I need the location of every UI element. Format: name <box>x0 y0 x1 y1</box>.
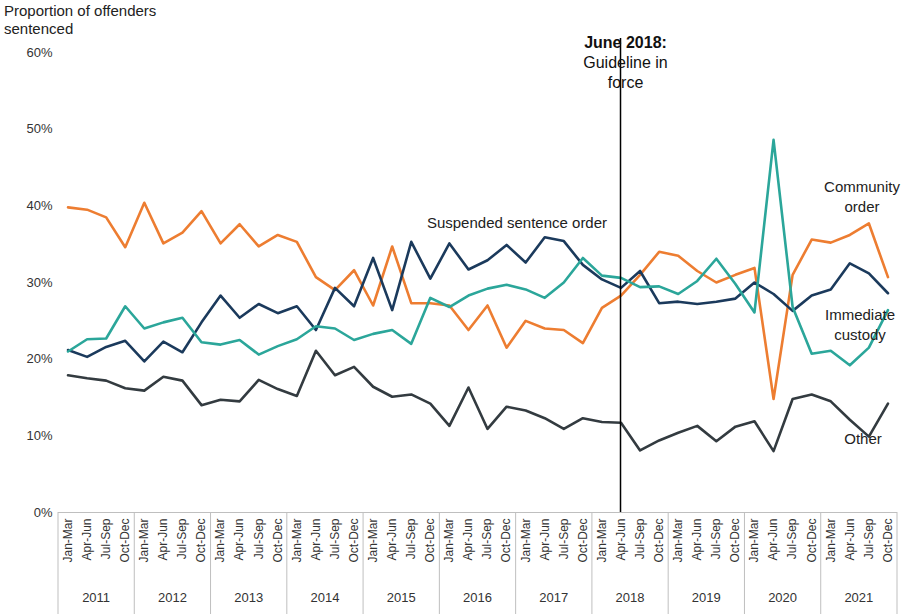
svg-text:Jul-Sep: Jul-Sep <box>862 518 876 559</box>
svg-text:30%: 30% <box>26 275 52 290</box>
svg-text:Apr-Jun: Apr-Jun <box>538 519 552 561</box>
svg-text:0%: 0% <box>34 505 53 520</box>
svg-text:Other: Other <box>844 430 882 447</box>
svg-text:Jul-Sep: Jul-Sep <box>252 518 266 559</box>
svg-text:Apr-Jun: Apr-Jun <box>461 519 475 561</box>
svg-text:Jan-Mar: Jan-Mar <box>290 519 304 563</box>
svg-text:Apr-Jun: Apr-Jun <box>156 519 170 561</box>
svg-text:2011: 2011 <box>82 590 110 605</box>
svg-text:Oct-Dec: Oct-Dec <box>805 519 819 563</box>
svg-text:Jan-Mar: Jan-Mar <box>366 519 380 563</box>
svg-text:Jan-Mar: Jan-Mar <box>442 519 456 563</box>
svg-text:June 2018:Guideline inforce: June 2018:Guideline inforce <box>583 34 668 91</box>
svg-text:Apr-Jun: Apr-Jun <box>690 519 704 561</box>
svg-text:Jul-Sep: Jul-Sep <box>480 518 494 559</box>
svg-text:2016: 2016 <box>463 590 492 605</box>
svg-text:Jan-Mar: Jan-Mar <box>595 519 609 563</box>
svg-text:Oct-Dec: Oct-Dec <box>194 519 208 563</box>
svg-text:Immediatecustody: Immediatecustody <box>825 306 895 343</box>
svg-text:Suspended sentence order: Suspended sentence order <box>427 214 607 231</box>
svg-text:60%: 60% <box>26 45 52 60</box>
svg-text:Oct-Dec: Oct-Dec <box>423 519 437 563</box>
svg-text:Apr-Jun: Apr-Jun <box>80 519 94 561</box>
svg-text:Oct-Dec: Oct-Dec <box>271 519 285 563</box>
svg-text:Jan-Mar: Jan-Mar <box>671 519 685 563</box>
svg-text:Oct-Dec: Oct-Dec <box>499 519 513 563</box>
svg-text:10%: 10% <box>26 428 52 443</box>
svg-text:20%: 20% <box>26 351 52 366</box>
svg-text:2018: 2018 <box>616 590 645 605</box>
svg-text:Jan-Mar: Jan-Mar <box>747 519 761 563</box>
svg-text:2012: 2012 <box>158 590 187 605</box>
svg-text:Jul-Sep: Jul-Sep <box>175 518 189 559</box>
html-text:Proportion of offenders senten: Proportion of offenders sentenced <box>4 2 157 37</box>
svg-text:Jul-Sep: Jul-Sep <box>404 518 418 559</box>
svg-text:Jul-Sep: Jul-Sep <box>557 518 571 559</box>
svg-text:Jan-Mar: Jan-Mar <box>61 519 75 563</box>
svg-text:2021: 2021 <box>844 590 873 605</box>
svg-text:Jul-Sep: Jul-Sep <box>99 518 113 559</box>
svg-text:Oct-Dec: Oct-Dec <box>881 519 895 563</box>
svg-text:Apr-Jun: Apr-Jun <box>309 519 323 561</box>
svg-text:Oct-Dec: Oct-Dec <box>652 519 666 563</box>
svg-text:2017: 2017 <box>539 590 568 605</box>
svg-text:2013: 2013 <box>234 590 263 605</box>
svg-text:Jul-Sep: Jul-Sep <box>328 518 342 559</box>
svg-text:2019: 2019 <box>692 590 721 605</box>
svg-text:Jan-Mar: Jan-Mar <box>824 519 838 563</box>
svg-text:Apr-Jun: Apr-Jun <box>843 519 857 561</box>
svg-text:Oct-Dec: Oct-Dec <box>728 519 742 563</box>
svg-text:40%: 40% <box>26 198 52 213</box>
svg-text:Oct-Dec: Oct-Dec <box>347 519 361 563</box>
svg-text:Oct-Dec: Oct-Dec <box>576 519 590 563</box>
svg-text:Apr-Jun: Apr-Jun <box>385 519 399 561</box>
svg-text:Jul-Sep: Jul-Sep <box>785 518 799 559</box>
svg-text:Jul-Sep: Jul-Sep <box>709 518 723 559</box>
svg-text:Apr-Jun: Apr-Jun <box>614 519 628 561</box>
svg-text:2014: 2014 <box>310 590 339 605</box>
svg-text:Apr-Jun: Apr-Jun <box>232 519 246 561</box>
svg-text:Jan-Mar: Jan-Mar <box>213 519 227 563</box>
svg-text:2020: 2020 <box>768 590 797 605</box>
svg-text:Jan-Mar: Jan-Mar <box>519 519 533 563</box>
svg-text:Jan-Mar: Jan-Mar <box>137 519 151 563</box>
svg-text:50%: 50% <box>26 121 52 136</box>
svg-text:Jul-Sep: Jul-Sep <box>633 518 647 559</box>
svg-text:Communityorder: Communityorder <box>824 178 900 215</box>
svg-text:2015: 2015 <box>387 590 416 605</box>
svg-text:Apr-Jun: Apr-Jun <box>766 519 780 561</box>
svg-text:Oct-Dec: Oct-Dec <box>118 519 132 563</box>
